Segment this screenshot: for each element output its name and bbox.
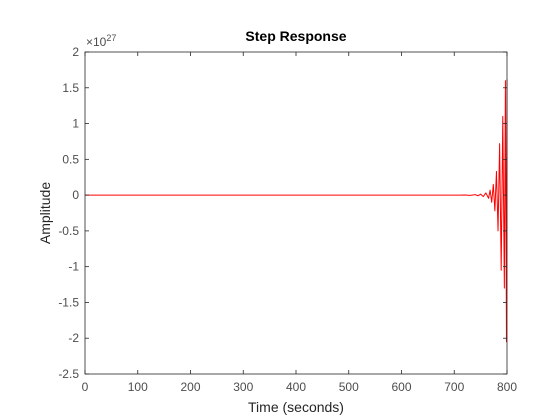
y-tick-label: 1 xyxy=(72,117,79,131)
x-tick-label: 100 xyxy=(128,380,148,394)
y-tick-label: -2 xyxy=(68,331,79,345)
x-tick-label: 300 xyxy=(233,380,253,394)
x-tick-label: 800 xyxy=(497,380,517,394)
y-tick-label: 0.5 xyxy=(62,152,79,166)
y-tick-label: -1.5 xyxy=(58,295,79,309)
x-tick-label: 700 xyxy=(444,380,464,394)
y-axis-title: Amplitude xyxy=(37,182,53,244)
y-tick-label: -0.5 xyxy=(58,224,79,238)
svg-text:×1027: ×1027 xyxy=(86,33,116,49)
plot-area xyxy=(85,52,507,374)
y-tick-label: 1.5 xyxy=(62,81,79,95)
x-tick-label: 0 xyxy=(82,380,89,394)
series-line-0 xyxy=(85,79,508,343)
y-scale-exponent: ×1027 xyxy=(86,33,116,49)
x-tick-label: 500 xyxy=(339,380,359,394)
series-layer xyxy=(85,79,508,343)
x-tick-label: 600 xyxy=(391,380,411,394)
chart-title: Step Response xyxy=(245,28,346,44)
y-scale-exponent-value: 27 xyxy=(106,33,116,43)
y-scale-multiplier: ×10 xyxy=(86,35,107,49)
x-tick-label: 200 xyxy=(180,380,200,394)
x-tick-label: 400 xyxy=(286,380,306,394)
x-axis-title: Time (seconds) xyxy=(248,399,344,415)
y-tick-label: -2.5 xyxy=(58,367,79,381)
axes-layer: 0 100 200 300 400 500 600 700 800 2 1.5 1 0.5 0 -0.5 -1… xyxy=(58,45,517,394)
y-tick-label: -1 xyxy=(68,260,79,274)
y-tick-label: 0 xyxy=(72,188,79,202)
y-tick-label: 2 xyxy=(72,45,79,59)
